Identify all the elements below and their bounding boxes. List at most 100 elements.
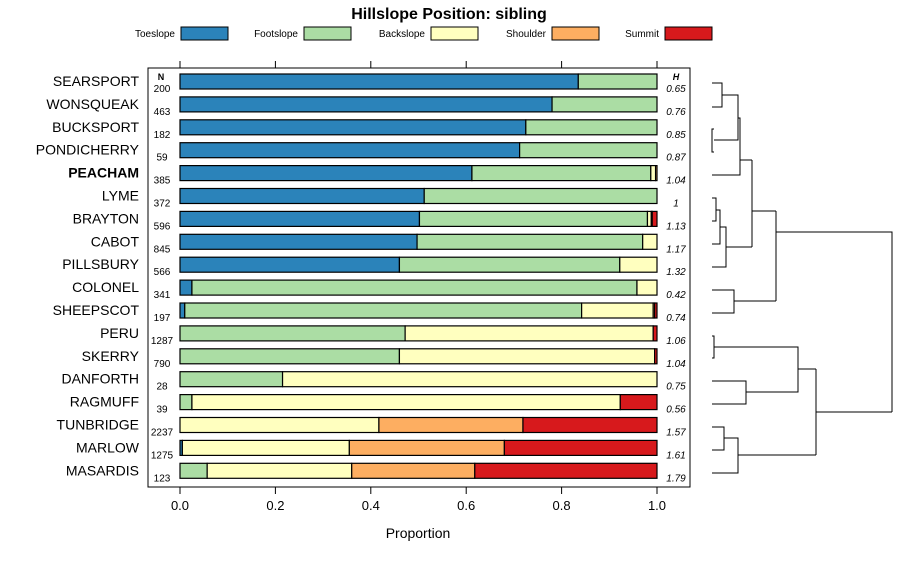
bar-segment-footslope bbox=[418, 210, 649, 227]
bar-segment-summit bbox=[652, 325, 658, 342]
bar-segment-toeslope bbox=[179, 96, 553, 113]
n-value: 596 bbox=[154, 221, 171, 232]
bar-segment-backslope bbox=[181, 439, 350, 456]
dendrogram-branch bbox=[712, 335, 715, 359]
h-value: 0.56 bbox=[666, 405, 686, 416]
bar-segment-backslope bbox=[642, 233, 658, 250]
category-label: MARLOW bbox=[76, 439, 140, 455]
h-value: 1.61 bbox=[666, 450, 685, 461]
chart-title: Hillslope Position: sibling bbox=[351, 6, 547, 23]
x-tick-label: 0.8 bbox=[553, 498, 571, 513]
n-column-header: N bbox=[158, 72, 165, 82]
x-tick-label: 0.6 bbox=[457, 498, 475, 513]
n-value: 463 bbox=[154, 107, 171, 118]
bar-segment-toeslope bbox=[179, 233, 418, 250]
plot-panel bbox=[147, 67, 691, 488]
h-column-header: H bbox=[673, 72, 680, 82]
n-value: 200 bbox=[154, 84, 171, 95]
bar-segment-footslope bbox=[179, 462, 208, 479]
bar-segment-backslope bbox=[191, 394, 621, 411]
bar-segment-footslope bbox=[179, 394, 193, 411]
bar-segment-summit bbox=[619, 394, 658, 411]
category-label: PONDICHERRY bbox=[36, 142, 140, 158]
bar-segment-toeslope bbox=[179, 256, 401, 273]
legend-label-backslope: Backslope bbox=[379, 29, 426, 40]
category-label: SHEEPSCOT bbox=[53, 302, 140, 318]
bar-segment-shoulder bbox=[348, 439, 505, 456]
bar-segment-backslope bbox=[206, 462, 353, 479]
dendrogram-root bbox=[876, 231, 893, 412]
h-value: 0.65 bbox=[666, 84, 686, 95]
bar-segment-footslope bbox=[519, 142, 658, 159]
category-label: BUCKSPORT bbox=[52, 119, 139, 135]
bar-segment-backslope bbox=[619, 256, 658, 273]
bar-segment-toeslope bbox=[179, 210, 421, 227]
bar-segment-toeslope bbox=[179, 142, 521, 159]
bar-segment-backslope bbox=[650, 165, 657, 182]
category-label: CABOT bbox=[91, 233, 140, 249]
h-values: 0.65 0.76 0.85 0.87 1.04 1 1.13 1.17 1.32 0.42 0.7… bbox=[666, 84, 686, 484]
category-label: PEACHAM bbox=[68, 165, 139, 181]
n-value: 2237 bbox=[151, 428, 174, 439]
bar-segment-summit bbox=[474, 462, 658, 479]
bar-segment-shoulder bbox=[378, 416, 524, 434]
dendrogram-branch bbox=[714, 346, 799, 393]
h-value: 0.42 bbox=[666, 290, 686, 301]
bar-segment-footslope bbox=[423, 187, 658, 205]
bar-segment-toeslope bbox=[179, 73, 579, 90]
h-value: 1.57 bbox=[666, 428, 686, 439]
bar-segment-footslope bbox=[184, 302, 583, 319]
h-value: 0.74 bbox=[666, 313, 686, 324]
bar-segment-backslope bbox=[404, 325, 654, 342]
n-value: 1275 bbox=[151, 450, 174, 461]
h-value: 1.04 bbox=[666, 359, 686, 370]
dendrogram-branch bbox=[712, 289, 735, 314]
bar-segment-toeslope bbox=[179, 279, 193, 296]
legend-label-summit: Summit bbox=[625, 29, 659, 40]
bar-segment-summit bbox=[654, 302, 658, 319]
n-value: 1287 bbox=[151, 336, 174, 347]
x-tick-label: 0.2 bbox=[266, 498, 284, 513]
bar-segment-footslope bbox=[179, 371, 284, 388]
category-labels: SEARSPORT WONSQUEAK BUCKSPORT PONDICHERRY PE… bbox=[36, 73, 140, 478]
bar-segment-footslope bbox=[179, 348, 401, 365]
n-value: 28 bbox=[156, 382, 168, 393]
x-tick-label: 0.0 bbox=[171, 498, 189, 513]
legend: Toeslope Footslope Backslope Shoulder Summit bbox=[135, 26, 713, 41]
category-label: SEARSPORT bbox=[53, 73, 140, 89]
bar-segment-footslope bbox=[577, 73, 658, 90]
dendrogram-branch bbox=[712, 437, 739, 474]
bars bbox=[179, 73, 658, 479]
legend-label-shoulder: Shoulder bbox=[506, 29, 547, 40]
bar-segment-toeslope bbox=[179, 187, 425, 205]
h-value: 0.85 bbox=[666, 130, 686, 141]
category-label: BRAYTON bbox=[73, 210, 139, 226]
h-value: 1.04 bbox=[666, 176, 686, 187]
legend-swatch-summit bbox=[664, 26, 713, 41]
bar-segment-footslope bbox=[398, 256, 621, 273]
n-value: 59 bbox=[156, 153, 168, 164]
dendrogram-branch bbox=[712, 426, 725, 451]
dendrogram-branch bbox=[712, 117, 741, 176]
legend-label-toeslope: Toeslope bbox=[135, 29, 175, 40]
category-label: PILLSBURY bbox=[62, 256, 139, 272]
bar-segment-backslope bbox=[281, 371, 658, 388]
n-value: 39 bbox=[156, 405, 168, 416]
legend-swatch-backslope bbox=[430, 26, 479, 41]
n-value: 385 bbox=[154, 176, 171, 187]
category-label: TUNBRIDGE bbox=[57, 417, 139, 433]
n-value: 790 bbox=[154, 359, 171, 370]
h-value: 1.17 bbox=[666, 244, 686, 255]
bar-segment-summit bbox=[522, 416, 658, 434]
h-value: 1 bbox=[673, 199, 679, 210]
category-label: MASARDIS bbox=[66, 462, 139, 478]
legend-swatch-footslope bbox=[303, 26, 352, 41]
h-value: 0.76 bbox=[666, 107, 686, 118]
category-label: PERU bbox=[100, 325, 139, 341]
category-label: LYME bbox=[102, 188, 139, 204]
n-value: 341 bbox=[154, 290, 171, 301]
bar-segment-summit bbox=[651, 210, 658, 227]
bar-segment-footslope bbox=[525, 119, 658, 136]
bar-segment-summit bbox=[654, 348, 658, 365]
